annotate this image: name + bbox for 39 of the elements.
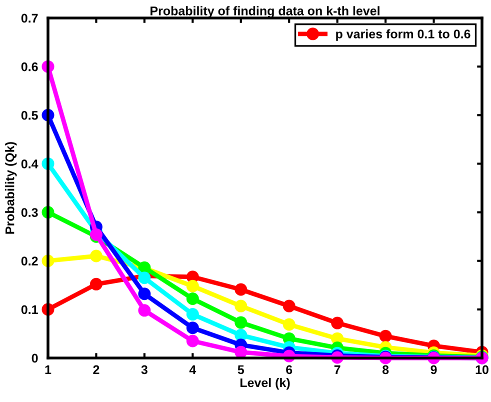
y-tick-label: 0.5 xyxy=(21,110,38,120)
point xyxy=(186,334,199,348)
point xyxy=(186,322,199,334)
y-tick-label: 0.6 xyxy=(21,62,38,72)
chart-title: Probability of finding data on k-th level xyxy=(150,6,380,18)
x-tick-label: 9 xyxy=(430,365,437,374)
x-tick-label: 1 xyxy=(45,365,52,374)
point xyxy=(234,283,248,296)
point xyxy=(379,330,392,342)
x-tick-label: 5 xyxy=(238,365,244,374)
point xyxy=(234,346,248,358)
point xyxy=(282,300,296,312)
x-tick-label: 8 xyxy=(382,365,389,374)
x-tick-label: 7 xyxy=(334,365,340,374)
point xyxy=(138,288,151,300)
point xyxy=(186,280,199,292)
point xyxy=(90,250,102,262)
x-tick-label: 10 xyxy=(476,365,488,374)
point xyxy=(186,308,199,321)
point xyxy=(282,318,296,331)
y-tick-label: 0.2 xyxy=(21,256,38,266)
x-tick-label: 4 xyxy=(189,365,196,374)
y-axis-title: Probability (Qk) xyxy=(5,142,17,234)
y-tick-label: 0.7 xyxy=(21,14,38,23)
point xyxy=(234,300,248,312)
x-tick-label: 2 xyxy=(93,365,100,374)
x-tick-label: 3 xyxy=(141,365,148,374)
y-tick-label: 0 xyxy=(32,354,38,363)
point xyxy=(331,316,344,330)
point xyxy=(90,278,102,290)
legend-label: p varies form 0.1 to 0.6 xyxy=(336,29,470,41)
point xyxy=(138,304,151,317)
y-tick-label: 0.1 xyxy=(21,305,38,314)
x-axis-title: Level (k) xyxy=(240,378,290,390)
y-tick-label: 0.3 xyxy=(21,208,38,217)
x-tick-label: 6 xyxy=(286,365,292,374)
point xyxy=(234,316,248,329)
y-tick-label: 0.4 xyxy=(21,160,38,168)
point xyxy=(186,292,199,305)
